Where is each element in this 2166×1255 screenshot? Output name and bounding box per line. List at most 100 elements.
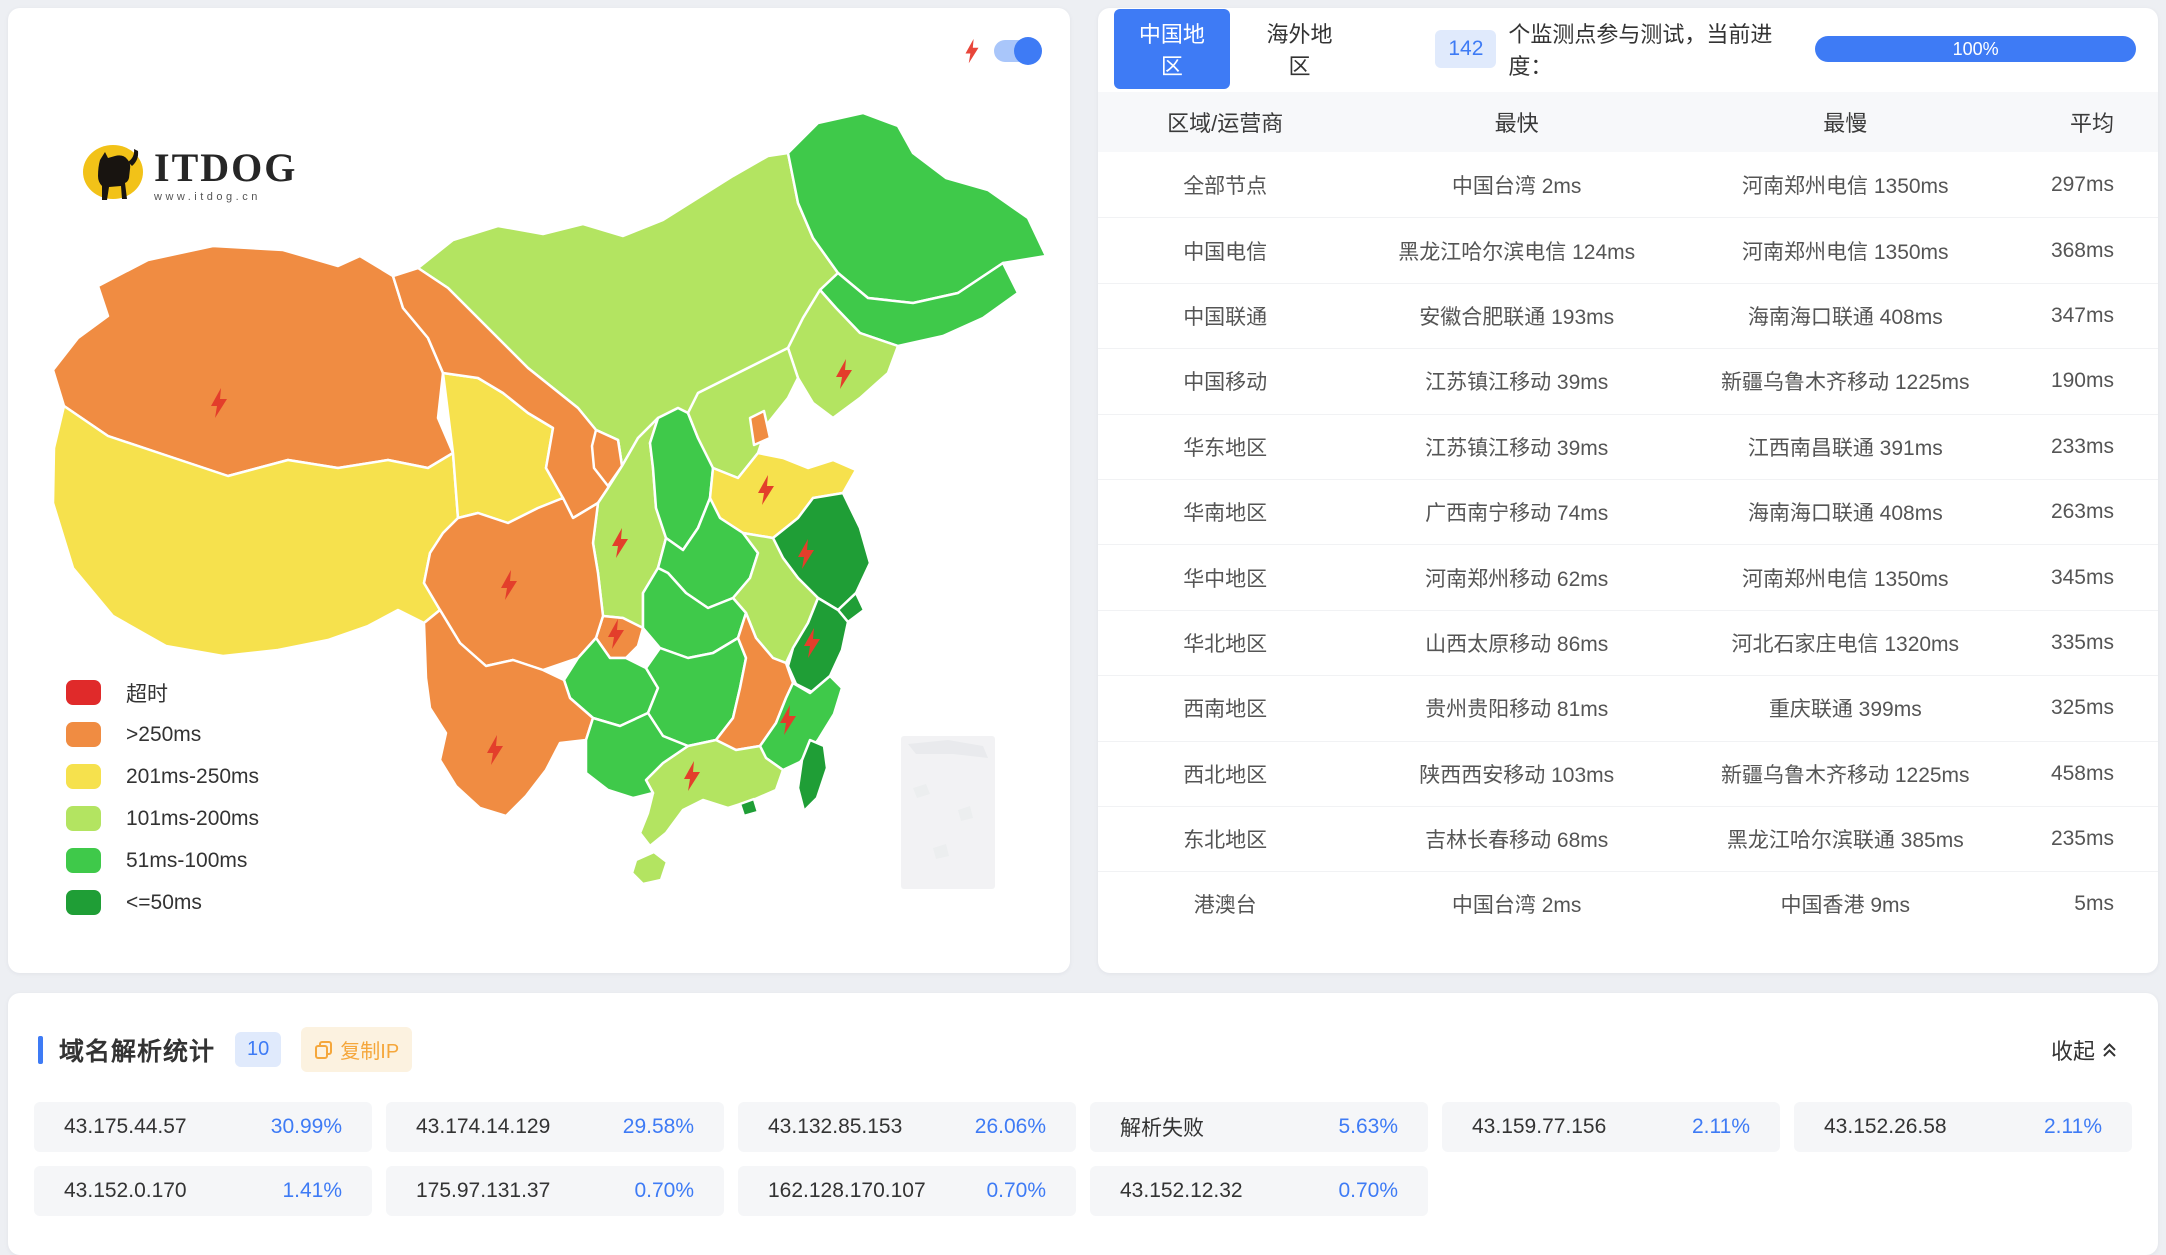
table-body: 全部节点 中国台湾 2ms 河南郑州电信 1350ms 297ms 中国电信 黑龙江哈尔滨… — [1098, 152, 2158, 937]
chevron-double-up-icon — [2103, 1042, 2116, 1057]
collapse-label: 收起 — [2050, 1038, 2095, 1064]
table-row[interactable]: 华东地区 江苏镇江移动 39ms 江西南昌联通 391ms 233ms — [1098, 413, 2158, 479]
dns-entry[interactable]: 43.152.12.32 0.70% — [1090, 1166, 1428, 1216]
latency-table: 区域/运营商 最快 最慢 平均 全部节点 中国台湾 2ms 河南郑州电信 1350ms 29… — [1098, 92, 2158, 937]
table-row[interactable]: 港澳台 中国台湾 2ms 中国香港 9ms 5ms — [1098, 871, 2158, 936]
dns-count-badge: 10 — [235, 1032, 282, 1067]
dns-entry[interactable]: 43.152.26.58 2.11% — [1794, 1102, 2132, 1152]
collapse-button[interactable]: 收起 — [2051, 1034, 2118, 1066]
legend-label: 超时 — [126, 682, 168, 706]
table-cell: 新疆乌鲁木齐移动 1225ms — [1721, 763, 1970, 787]
dns-entry-label: 43.159.77.156 — [1472, 1115, 1607, 1138]
table-row[interactable]: 全部节点 中国台湾 2ms 河南郑州电信 1350ms 297ms — [1098, 152, 2158, 217]
table-row[interactable]: 中国联通 安徽合肥联通 193ms 海南海口联通 408ms 347ms — [1098, 282, 2158, 348]
table-cell: 海南海口联通 408ms — [1747, 305, 1943, 329]
table-cell: 345ms — [2050, 565, 2114, 589]
dns-entry-percent: 5.63% — [1338, 1115, 1398, 1138]
table-cell: 河南郑州电信 1350ms — [1742, 240, 1949, 264]
monitor-count-badge: 142 — [1435, 30, 1497, 68]
copy-ip-label: 复制IP — [340, 1041, 400, 1063]
dns-entries-grid: 43.175.44.57 30.99% 43.174.14.129 29.58% 43.… — [34, 1102, 2132, 1216]
legend-swatch — [66, 722, 101, 747]
dns-entry[interactable]: 43.132.85.153 26.06% — [738, 1102, 1076, 1152]
dns-entry-percent: 26.06% — [974, 1115, 1046, 1138]
dns-entry[interactable]: 43.174.14.129 29.58% — [386, 1102, 724, 1152]
table-cell: 港澳台 — [1193, 894, 1257, 918]
table-row[interactable]: 中国移动 江苏镇江移动 39ms 新疆乌鲁木齐移动 1225ms 190ms — [1098, 348, 2158, 413]
legend-swatch — [66, 806, 101, 831]
province-tianjin[interactable] — [748, 409, 772, 447]
legend-label: 51ms-100ms — [126, 848, 248, 872]
table-cell: 368ms — [2050, 238, 2114, 262]
province-zhejiang[interactable] — [786, 596, 850, 694]
copy-ip-button[interactable]: 复制IP — [301, 1027, 413, 1072]
dns-entry-percent: 0.70% — [1338, 1179, 1398, 1202]
province-guangxi[interactable] — [584, 711, 690, 800]
table-cell: 中国台湾 2ms — [1451, 174, 1582, 198]
column-header: 最快 — [1494, 111, 1539, 136]
table-cell: 河南郑州电信 1350ms — [1742, 174, 1949, 198]
map-mode-toggle[interactable] — [994, 37, 1042, 65]
legend-item: 101ms-200ms — [66, 806, 259, 831]
table-cell: 重庆联通 399ms — [1768, 698, 1922, 722]
table-cell: 全部节点 — [1183, 174, 1268, 198]
legend-item: 51ms-100ms — [66, 848, 259, 873]
results-panel: 中国地区 海外地区 142 个监测点参与测试，当前进度： 100% 区域/运营商… — [1098, 8, 2158, 973]
province-heilongjiang[interactable] — [786, 111, 1048, 305]
tab-china-region[interactable]: 中国地区 — [1114, 9, 1230, 89]
dns-entry-label: 解析失败 — [1120, 1117, 1204, 1140]
table-cell: 233ms — [2050, 434, 2114, 458]
province-liaoning[interactable] — [786, 288, 900, 420]
tab-overseas-region[interactable]: 海外地区 — [1242, 9, 1358, 89]
dns-entry-label: 175.97.131.37 — [416, 1179, 551, 1202]
province-yunnan[interactable] — [422, 608, 595, 818]
dns-panel: 域名解析统计 10 复制IP 收起 43.175.44.57 30.99% 43.1… — [8, 993, 2158, 1255]
province-hongkong[interactable] — [738, 797, 760, 818]
dns-entry-label: 43.174.14.129 — [416, 1115, 551, 1138]
table-cell: 河北石家庄电信 1320ms — [1731, 632, 1960, 656]
table-cell: 中国移动 — [1183, 371, 1268, 395]
logo-subtitle: www.itdog.cn — [154, 190, 261, 203]
province-fujian[interactable] — [758, 674, 844, 772]
table-cell: 335ms — [2050, 630, 2114, 654]
toggle-knob[interactable] — [1014, 37, 1042, 65]
column-header: 区域/运营商 — [1167, 111, 1284, 136]
province-taiwan[interactable] — [796, 738, 829, 813]
dns-entry[interactable]: 162.128.170.107 0.70% — [738, 1166, 1076, 1216]
table-cell: 中国台湾 2ms — [1451, 894, 1582, 918]
dns-entry-percent: 2.11% — [1692, 1115, 1750, 1138]
table-cell: 华北地区 — [1183, 632, 1268, 656]
legend-label: 201ms-250ms — [126, 764, 260, 788]
table-cell: 458ms — [2050, 761, 2114, 785]
table-row[interactable]: 华北地区 山西太原移动 86ms 河北石家庄电信 1320ms 335ms — [1098, 609, 2158, 675]
itdog-logo[interactable]: ITDOG www.itdog.cn — [80, 140, 297, 210]
table-cell: 新疆乌鲁木齐移动 1225ms — [1721, 371, 1970, 395]
table-cell: 江苏镇江移动 39ms — [1425, 436, 1609, 460]
table-row[interactable]: 华中地区 河南郑州移动 62ms 河南郑州电信 1350ms 345ms — [1098, 544, 2158, 609]
dns-entry-label: 43.175.44.57 — [64, 1115, 187, 1138]
table-cell: 东北地区 — [1183, 829, 1268, 853]
speed-bolt-icon — [965, 38, 979, 64]
china-latency-map[interactable] — [8, 8, 1070, 973]
dns-entry[interactable]: 175.97.131.37 0.70% — [386, 1166, 724, 1216]
legend-item: 201ms-250ms — [66, 764, 259, 789]
dns-entry[interactable]: 43.152.0.170 1.41% — [34, 1166, 372, 1216]
table-header-row: 区域/运营商 最快 最慢 平均 — [1098, 92, 2158, 152]
table-cell: 安徽合肥联通 193ms — [1419, 305, 1615, 329]
table-row[interactable]: 东北地区 吉林长春移动 68ms 黑龙江哈尔滨联通 385ms 235ms — [1098, 805, 2158, 871]
table-row[interactable]: 西北地区 陕西西安移动 103ms 新疆乌鲁木齐移动 1225ms 458ms — [1098, 740, 2158, 806]
province-hainan[interactable] — [630, 850, 669, 886]
map-panel: ITDOG www.itdog.cn 超时 >250ms 201ms-250ms 10… — [8, 8, 1070, 973]
legend-swatch — [66, 848, 101, 873]
table-row[interactable]: 中国电信 黑龙江哈尔滨电信 124ms 河南郑州电信 1350ms 368ms — [1098, 217, 2158, 282]
table-row[interactable]: 华南地区 广西南宁移动 74ms 海南海口联通 408ms 263ms — [1098, 478, 2158, 544]
table-cell: 297ms — [2050, 172, 2114, 196]
table-row[interactable]: 西南地区 贵州贵阳移动 81ms 重庆联通 399ms 325ms — [1098, 675, 2158, 740]
dns-entry[interactable]: 解析失败 5.63% — [1090, 1102, 1428, 1152]
dns-entry[interactable]: 43.175.44.57 30.99% — [34, 1102, 372, 1152]
copy-icon — [315, 1041, 333, 1059]
table-cell: 西南地区 — [1183, 698, 1268, 722]
province-hebei[interactable] — [686, 346, 800, 480]
dns-entry[interactable]: 43.159.77.156 2.11% — [1442, 1102, 1780, 1152]
logo-title: ITDOG — [154, 144, 298, 190]
